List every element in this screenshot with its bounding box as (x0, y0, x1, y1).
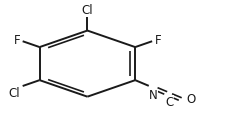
Text: F: F (154, 34, 160, 47)
Text: C: C (164, 96, 173, 109)
Text: Cl: Cl (81, 4, 93, 17)
Text: F: F (14, 34, 20, 47)
Text: N: N (148, 89, 157, 102)
Text: O: O (186, 94, 195, 107)
Text: Cl: Cl (9, 87, 20, 100)
